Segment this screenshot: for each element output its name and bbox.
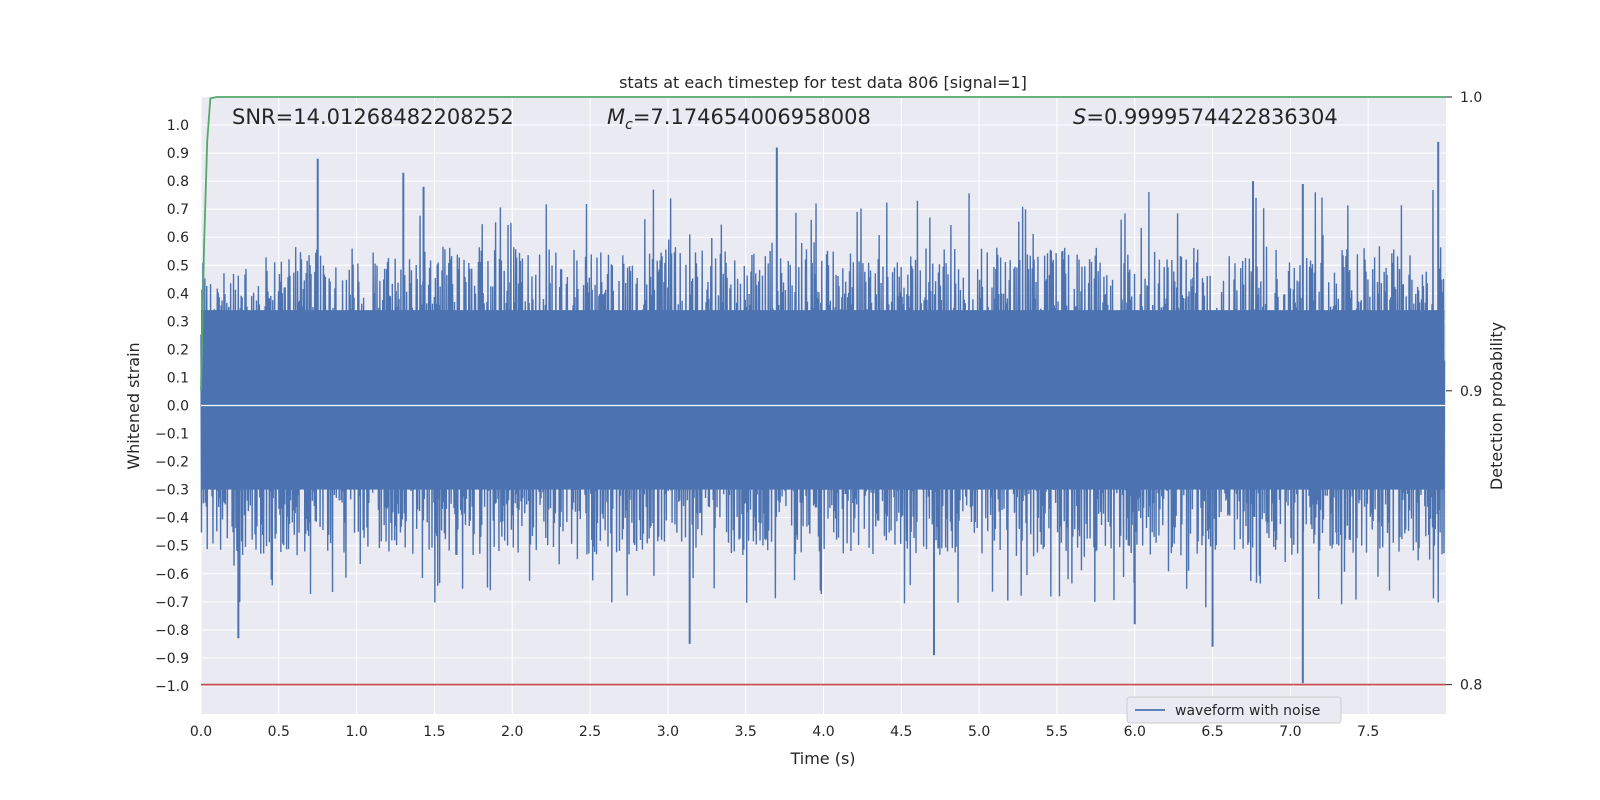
snr-annotation: SNR=14.01268482208252 [232, 105, 514, 129]
score-value: =0.9999574422836304 [1086, 105, 1337, 129]
legend-box [1126, 696, 1342, 724]
y-tick-label: −0.3 [155, 483, 189, 499]
detection-probability-line [200, 96, 1446, 391]
x-tick-label: 1.5 [423, 724, 445, 740]
y-tick-label: −0.5 [155, 539, 189, 555]
y-tick-label: −0.4 [155, 511, 189, 527]
y-tick-label: −0.6 [155, 567, 189, 583]
y-tick-label: −0.1 [155, 427, 189, 443]
x-tick-label: 3.0 [657, 724, 679, 740]
y-tick-label: 1.0 [167, 118, 189, 134]
chirp-mass-value: =7.174654006958008 [633, 105, 871, 129]
y-tick-label: 0.7 [167, 202, 189, 218]
x-tick-label: 2.5 [579, 724, 601, 740]
y2-tick-label: 0.8 [1460, 678, 1482, 694]
x-tick-label: 2.0 [501, 724, 523, 740]
y-tick-label: 0.0 [167, 399, 189, 415]
x-tick-label: 7.5 [1357, 724, 1379, 740]
legend: waveform with noise [1126, 696, 1342, 724]
waveform-dense-band [201, 310, 1445, 490]
y-tick-label: 0.8 [167, 174, 189, 190]
y-axis-label: Whitened strain [124, 342, 143, 469]
x-tick-label: 1.0 [345, 724, 367, 740]
y2-tick-label: 1.0 [1460, 90, 1482, 106]
y2-tick-label: 0.9 [1460, 384, 1482, 400]
y-tick-label: 0.6 [167, 230, 189, 246]
y-tick-label: 0.2 [167, 342, 189, 358]
x-tick-label: 7.0 [1279, 724, 1301, 740]
y-tick-label: 0.3 [167, 314, 189, 330]
chart-title: stats at each timestep for test data 806… [619, 73, 1027, 92]
chirp-mass-symbol: M [607, 105, 625, 129]
x-axis-label: Time (s) [789, 749, 855, 768]
x-tick-label: 6.0 [1124, 724, 1146, 740]
chirp-mass-annotation: Mc=7.174654006958008 [607, 105, 871, 133]
chirp-mass-subscript: c [625, 117, 633, 133]
score-annotation: S=0.9999574422836304 [1073, 105, 1338, 129]
y-tick-label: −0.7 [155, 595, 189, 611]
x-tick-label: 5.5 [1046, 724, 1068, 740]
x-tick-label: 6.5 [1201, 724, 1223, 740]
ticks-layer: 0.0 0.5 1.0 1.5 2.0 2.5 3.0 3.5 4.0 4.5 5.0 5.5 6.0 6… [155, 90, 1482, 740]
x-tick-label: 4.0 [812, 724, 834, 740]
y-tick-label: −0.9 [155, 651, 189, 667]
y-tick-label: −1.0 [155, 679, 189, 695]
x-tick-label: 5.0 [968, 724, 990, 740]
y2-axis-label: Detection probability [1487, 322, 1506, 490]
y-tick-label: 0.4 [167, 286, 189, 302]
x-tick-label: 0.0 [190, 724, 212, 740]
x-tick-label: 0.5 [268, 724, 290, 740]
x-tick-label: 4.5 [890, 724, 912, 740]
y-tick-label: −0.8 [155, 623, 189, 639]
y-tick-label: 0.9 [167, 146, 189, 162]
y-tick-label: 0.5 [167, 258, 189, 274]
score-symbol: S [1073, 105, 1086, 129]
probability-layer [200, 96, 1446, 686]
waveform-layer [200, 141, 1446, 684]
x-tick-label: 3.5 [735, 724, 757, 740]
y-tick-label: −0.2 [155, 455, 189, 471]
y-tick-label: 0.1 [167, 370, 189, 386]
legend-label: waveform with noise [1175, 703, 1320, 719]
